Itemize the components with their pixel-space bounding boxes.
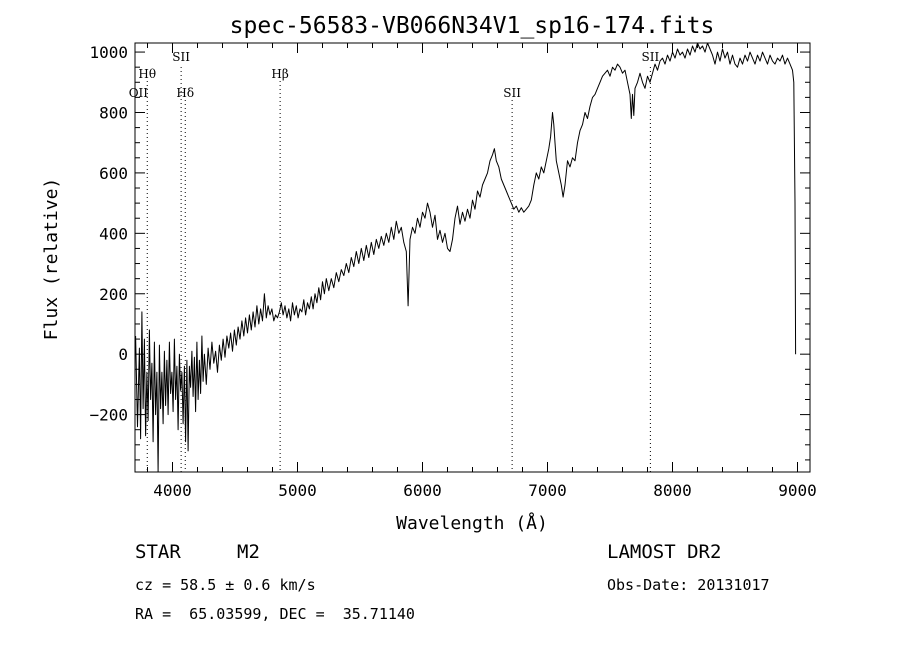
x-tick-label-5: 9000 [778, 481, 817, 500]
redshift-value: cz = 58.5 ± 0.6 km/s [135, 576, 316, 594]
y-tick-label-0: −200 [89, 406, 128, 425]
feature-label-0: OII [129, 86, 149, 100]
spectrum-line [135, 42, 797, 473]
feature-label-4: Hβ [271, 67, 288, 81]
feature-label-5: SII [503, 86, 521, 100]
x-axis-label: Wavelength (Å) [396, 512, 548, 534]
y-tick-label-1: 0 [118, 345, 128, 364]
x-tick-label-3: 7000 [528, 481, 567, 500]
feature-label-6: SII [642, 50, 660, 64]
y-tick-label-5: 800 [99, 103, 128, 122]
y-tick-label-6: 1000 [89, 43, 128, 62]
object-class: STAR [135, 541, 181, 563]
x-tick-label-1: 5000 [278, 481, 317, 500]
y-tick-label-2: 200 [99, 285, 128, 304]
chart-title: spec-56583-VB066N34V1_sp16-174.fits [230, 13, 715, 39]
y-axis-label: Flux (relative) [41, 178, 62, 341]
feature-label-2: SII [172, 50, 190, 64]
x-tick-label-2: 6000 [403, 481, 442, 500]
feature-label-3: Hδ [176, 86, 194, 100]
y-tick-label-3: 400 [99, 224, 128, 243]
y-tick-label-4: 600 [99, 164, 128, 183]
survey-name: LAMOST DR2 [607, 541, 722, 563]
object-subclass: M2 [237, 541, 260, 563]
sky-coordinates: RA = 65.03599, DEC = 35.71140 [135, 605, 415, 623]
observation-date: Obs-Date: 20131017 [607, 576, 770, 594]
x-tick-label-4: 8000 [653, 481, 692, 500]
x-tick-label-0: 4000 [153, 481, 192, 500]
plot-frame [134, 42, 811, 473]
feature-label-1: Hθ [138, 67, 156, 81]
